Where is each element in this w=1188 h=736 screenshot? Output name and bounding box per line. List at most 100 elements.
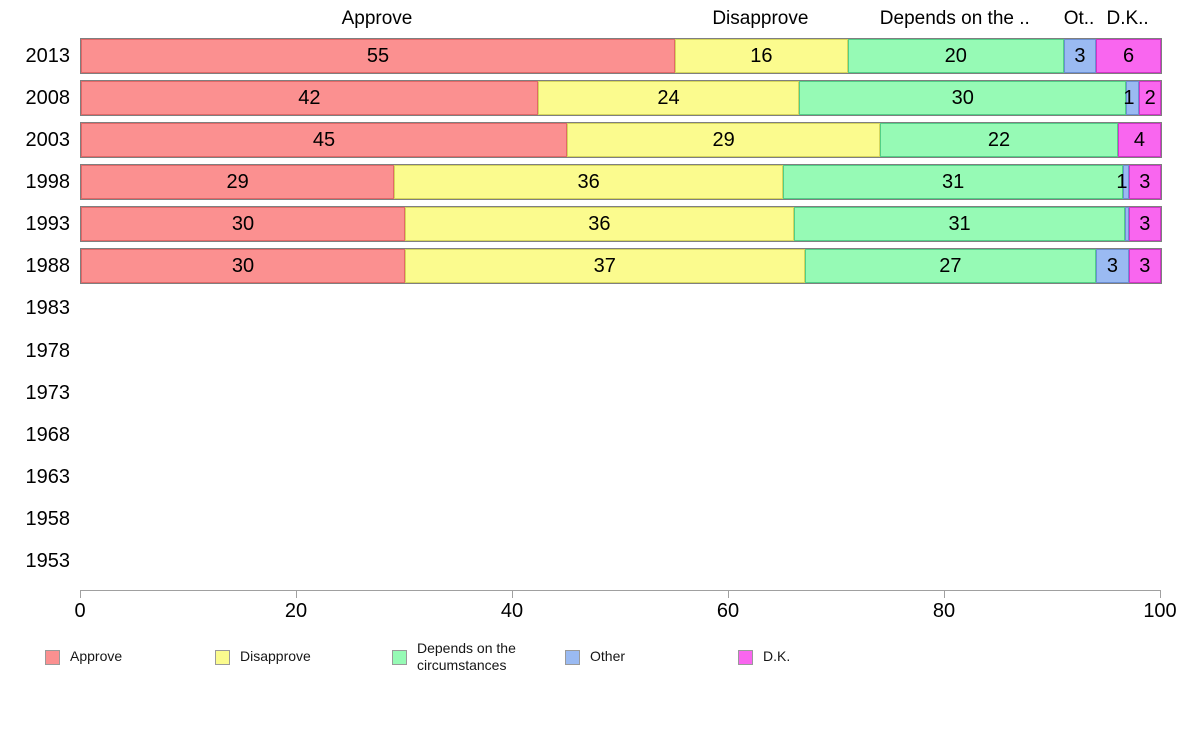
bar-segment-depends[interactable]: 31 [793, 207, 1126, 242]
bar-segment-other[interactable]: 3 [1063, 39, 1097, 73]
segment-value-label: 37 [593, 255, 616, 278]
year-label: 1988 [25, 255, 71, 278]
bar-row: 30 37 27 3 3 [80, 248, 1162, 285]
bar-segment-dk[interactable]: 3 [1128, 165, 1161, 200]
segment-value-label: 30 [231, 213, 255, 236]
year-label: 2003 [25, 129, 71, 152]
year-label: 1973 [25, 381, 71, 404]
bar-segment-approve[interactable]: 42 [81, 81, 538, 116]
bar-segment-dk[interactable]: 4 [1117, 123, 1161, 158]
x-axis-tick-mark [944, 590, 945, 598]
segment-value-label: 2 [1144, 87, 1156, 110]
segment-value-label: 20 [944, 45, 967, 67]
legend-swatch-depends [392, 649, 407, 665]
segment-value-label: 31 [948, 213, 971, 236]
column-header: Ot.. [1063, 8, 1095, 29]
segment-value-label: 45 [312, 129, 336, 152]
year-label: 2013 [25, 45, 71, 67]
bar-row: 42 24 30 1 2 [80, 80, 1162, 117]
segment-value-label: 27 [939, 255, 962, 278]
legend-item-other[interactable]: Other [565, 640, 625, 674]
bar-segment-approve[interactable]: 45 [81, 123, 567, 158]
segment-value-label: 30 [231, 255, 255, 278]
column-header: D.K.. [1106, 8, 1149, 29]
year-label: 2008 [25, 87, 71, 110]
legend-swatch-approve [45, 649, 60, 665]
segment-value-label: 31 [941, 171, 965, 194]
legend-swatch-disapprove [215, 649, 230, 665]
bar-segment-dk[interactable]: 3 [1128, 249, 1161, 284]
bar-segment-approve[interactable]: 55 [81, 39, 675, 73]
year-label: 1963 [25, 465, 71, 488]
legend-label: Disapprove [240, 648, 311, 665]
segment-value-label: 3 [1106, 255, 1118, 278]
x-axis-tick-mark [80, 590, 81, 598]
legend-item-approve[interactable]: Approve [45, 640, 122, 674]
bar-segment-depends[interactable]: 27 [804, 249, 1097, 284]
segment-value-label: 1 [1116, 171, 1128, 194]
legend-label: D.K. [763, 648, 791, 665]
segment-value-label: 29 [226, 171, 249, 194]
bar-segment-approve[interactable]: 30 [81, 207, 405, 242]
segment-value-label: 55 [366, 45, 390, 67]
legend-swatch-dk [738, 649, 753, 665]
x-axis-tick-label: 20 [284, 600, 308, 622]
bar-segment-disapprove[interactable]: 24 [537, 81, 800, 116]
year-label: 1953 [25, 549, 71, 572]
bar-segment-depends[interactable]: 20 [847, 39, 1064, 73]
bar-segment-depends[interactable]: 30 [799, 81, 1127, 116]
bar-segment-other[interactable]: 1 [1116, 165, 1129, 200]
legend-label: Depends on the circumstances [417, 639, 516, 674]
year-label: 1998 [25, 171, 71, 194]
bar-segment-approve[interactable]: 29 [81, 165, 395, 200]
x-axis-tick-label: 100 [1143, 600, 1177, 622]
bar-segment-disapprove[interactable]: 36 [405, 207, 794, 242]
segment-value-label: 1 [1123, 87, 1135, 110]
legend-item-dk[interactable]: D.K. [738, 640, 790, 674]
x-axis-tick-mark [296, 590, 297, 598]
x-axis-tick-label: 80 [932, 600, 956, 622]
year-label: 1968 [25, 423, 71, 446]
segment-value-label: 4 [1133, 129, 1145, 152]
bar-row: 29 36 31 1 3 [80, 164, 1162, 201]
column-header: Approve [341, 8, 413, 29]
x-axis-line [80, 590, 1161, 591]
x-axis-tick-label: 0 [74, 600, 86, 622]
bar-segment-disapprove[interactable]: 37 [405, 249, 805, 284]
bar-segment-other[interactable]: 3 [1096, 249, 1129, 284]
legend-item-depends[interactable]: Depends on the circumstances [392, 640, 516, 674]
legend-label: Approve [70, 648, 123, 665]
segment-value-label: 36 [577, 171, 600, 194]
bar-row: 30 36 31 3 [80, 206, 1162, 243]
bar-segment-other[interactable] [1125, 207, 1129, 242]
bar-row: 55 16 20 3 6 [80, 38, 1162, 74]
bar-segment-disapprove[interactable]: 36 [394, 165, 783, 200]
bar-segment-disapprove[interactable]: 29 [567, 123, 881, 158]
segment-value-label: 3 [1074, 45, 1086, 67]
bar-segment-dk[interactable]: 3 [1128, 207, 1161, 242]
year-label: 1978 [25, 339, 71, 362]
segment-value-label: 16 [750, 45, 773, 67]
segment-value-label: 36 [588, 213, 611, 236]
legend-swatch-other [565, 649, 580, 665]
segment-value-label: 3 [1139, 255, 1151, 278]
legend-item-disapprove[interactable]: Disapprove [215, 640, 311, 674]
x-axis-tick-mark [512, 590, 513, 598]
bar-segment-approve[interactable]: 30 [81, 249, 405, 284]
segment-value-label: 24 [657, 87, 680, 110]
column-header: Disapprove [712, 8, 809, 29]
segment-value-label: 3 [1139, 171, 1151, 194]
bar-segment-dk[interactable]: 6 [1096, 39, 1161, 73]
bar-segment-dk[interactable]: 2 [1139, 81, 1161, 116]
x-axis-tick-mark [1160, 590, 1161, 598]
bar-segment-other[interactable]: 1 [1123, 81, 1140, 116]
column-header: Depends on the .. [879, 8, 1030, 29]
bar-segment-depends[interactable]: 22 [880, 123, 1118, 158]
bar-segment-depends[interactable]: 31 [783, 165, 1124, 200]
segment-value-label: 6 [1123, 45, 1135, 67]
segment-value-label: 30 [951, 87, 974, 110]
bar-segment-disapprove[interactable]: 16 [675, 39, 848, 73]
year-label: 1993 [25, 213, 71, 236]
bar-row: 45 29 22 4 [80, 122, 1162, 159]
